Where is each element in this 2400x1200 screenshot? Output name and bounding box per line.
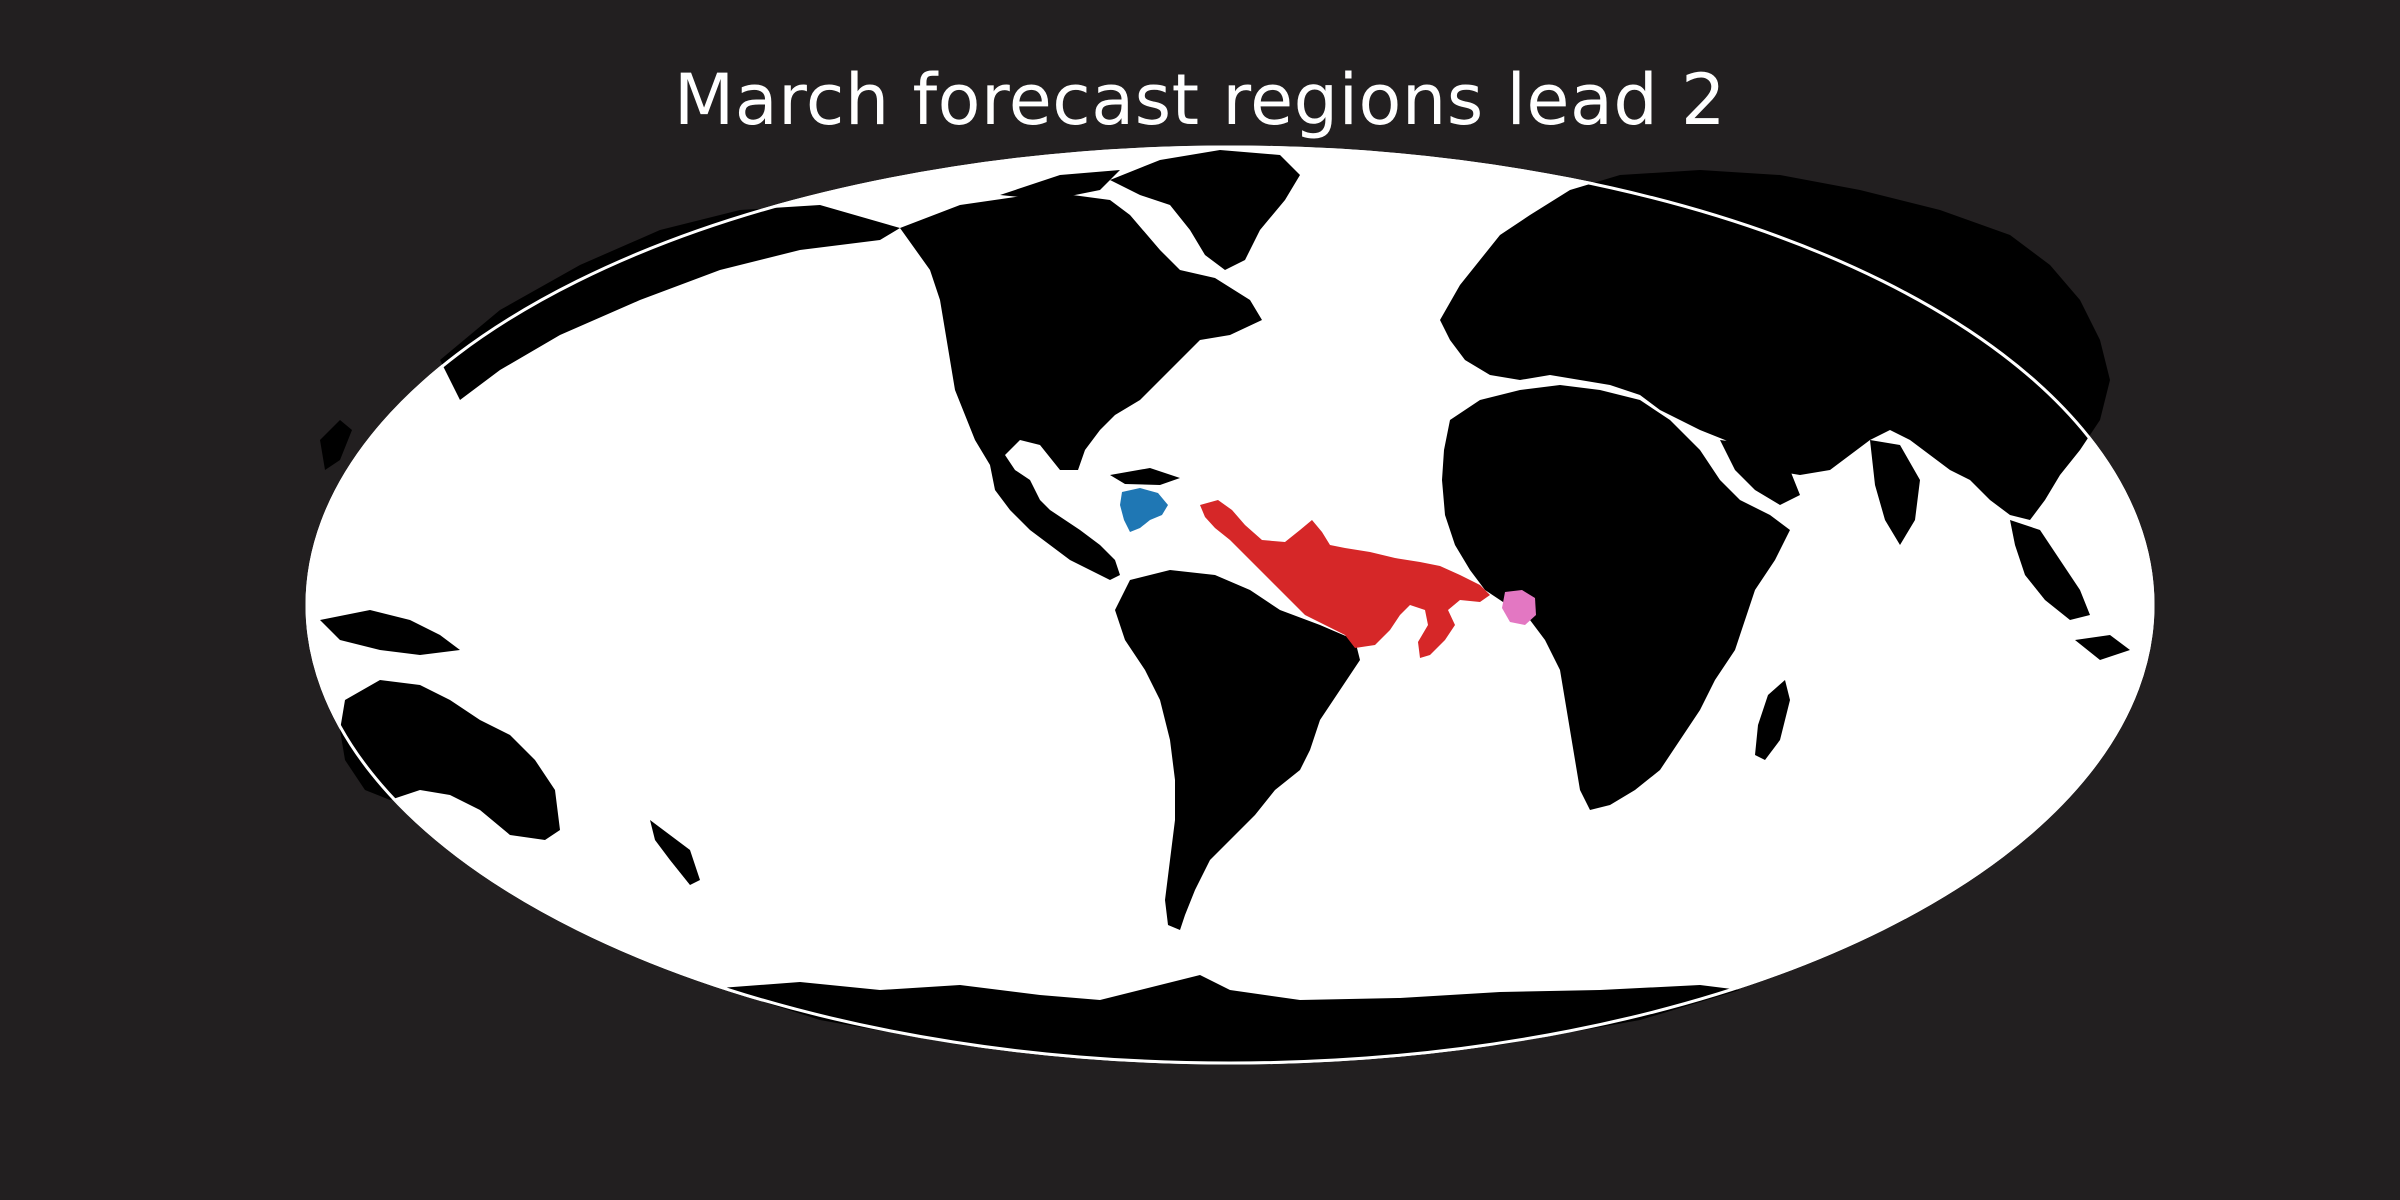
landmass-australia <box>340 680 560 840</box>
landmass-southeast-asia <box>2010 520 2090 620</box>
region-caribbean <box>1120 488 1168 532</box>
landmasses <box>320 150 2130 1063</box>
landmass-arabia-india <box>1720 440 1920 545</box>
landmass-new-zealand <box>650 820 700 885</box>
region-tropical-atlantic <box>1200 500 1490 658</box>
map-title: March forecast regions lead 2 <box>673 59 1727 141</box>
landmass-south-america <box>1115 570 1360 930</box>
landmass-africa <box>1442 385 1790 810</box>
landmass-madagascar <box>1755 680 1790 760</box>
landmass-arctic-islands <box>1000 170 1120 200</box>
forecast-regions <box>1120 488 1536 658</box>
landmass-north-america <box>900 192 1262 580</box>
landmass-antarctica <box>720 975 1740 1063</box>
landmass-greenland <box>1110 150 1300 270</box>
region-gulf-of-guinea <box>1502 590 1536 625</box>
landmass-caribbean-islands <box>1110 468 1180 485</box>
globe-outline <box>305 145 2155 1065</box>
landmass-alaska <box>440 205 900 400</box>
landmass-eurasia <box>1440 170 2110 520</box>
landmass-japan <box>320 420 352 470</box>
